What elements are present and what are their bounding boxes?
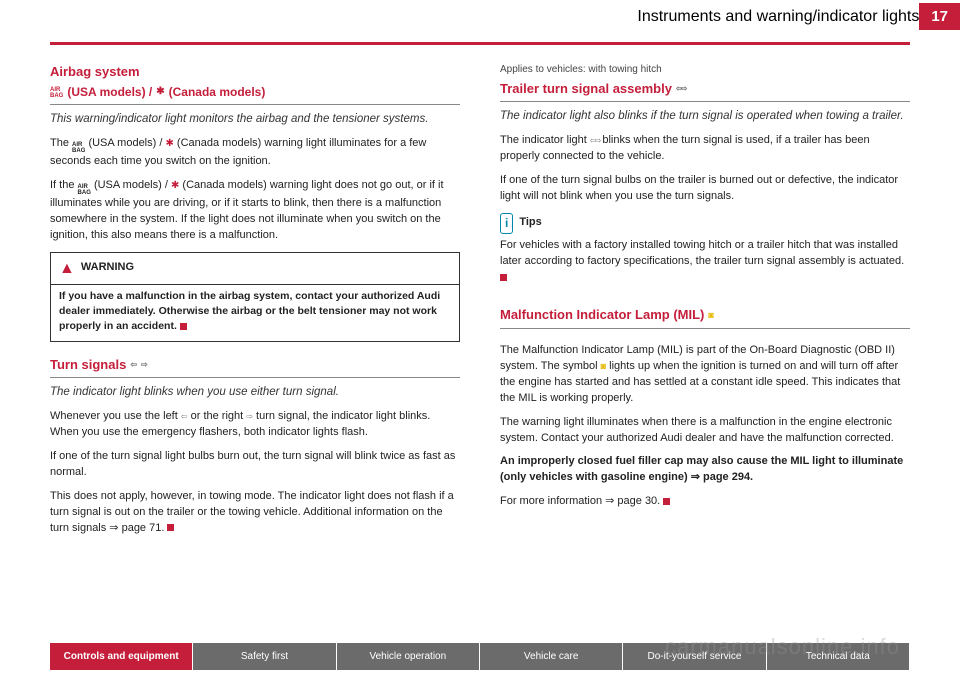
warning-box: ▲ WARNING If you have a malfunction in t… xyxy=(50,252,460,342)
text: If you have a malfunction in the airbag … xyxy=(59,290,440,332)
watermark: carmanualsonline.info xyxy=(665,634,900,660)
text: The indicator light xyxy=(500,134,587,146)
airbag-p2: If the AIRBAG (USA models) / ✱ (Canada m… xyxy=(50,178,460,244)
info-icon: i xyxy=(500,213,513,234)
section-rule xyxy=(50,104,460,105)
footer-tab-care[interactable]: Vehicle care xyxy=(480,643,623,670)
trailer-arrows-icon xyxy=(676,85,685,93)
trailer-title-text: Trailer turn signal assembly xyxy=(500,80,672,99)
text: Whenever you use the left xyxy=(50,410,178,422)
airbag-subtitle: AIRBAG (USA models) / ✱ (Canada models) xyxy=(50,84,460,101)
turn-p2: If one of the turn signal light bulbs bu… xyxy=(50,449,460,481)
airbag-p1: The AIRBAG (USA models) / ✱ (Canada mode… xyxy=(50,136,460,170)
airbag-sub-usa: (USA models) / xyxy=(67,84,152,101)
warning-body: If you have a malfunction in the airbag … xyxy=(51,285,459,341)
text: This does not apply, however, in towing … xyxy=(50,490,454,534)
end-square-icon xyxy=(180,323,187,330)
mil-title: Malfunction Indicator Lamp (MIL) xyxy=(500,306,910,325)
tips-body: For vehicles with a factory installed to… xyxy=(500,238,910,286)
arrow-right-icon xyxy=(246,413,253,421)
section-rule xyxy=(500,101,910,102)
manual-page: Instruments and warning/indicator lights… xyxy=(0,0,960,680)
end-square-icon xyxy=(500,274,507,281)
person-seatbelt-icon: ✱ xyxy=(156,85,164,100)
airbag-sub-can: (Canada models) xyxy=(169,84,266,101)
mil-p4: For more information ⇒ page 30. xyxy=(500,494,910,510)
warning-label: WARNING xyxy=(81,260,134,276)
trailer-title: Trailer turn signal assembly xyxy=(500,80,910,99)
footer-tab-controls[interactable]: Controls and equipment xyxy=(50,643,193,670)
warning-triangle-icon: ▲ xyxy=(59,257,75,280)
airbag-icon: AIRBAG xyxy=(50,87,63,99)
section-rule xyxy=(50,377,460,378)
engine-icon xyxy=(708,311,713,320)
mil-p2: The warning light illuminates when there… xyxy=(500,415,910,447)
text: For more information ⇒ page 30. xyxy=(500,495,660,507)
end-square-icon xyxy=(167,524,174,531)
warning-header: ▲ WARNING xyxy=(51,253,459,285)
text: The xyxy=(50,137,69,149)
mil-title-text: Malfunction Indicator Lamp (MIL) xyxy=(500,306,704,325)
left-column: Airbag system AIRBAG (USA models) / ✱ (C… xyxy=(50,63,460,545)
page-number: 17 xyxy=(919,3,960,30)
arrow-left-icon xyxy=(130,361,137,369)
airbag-lead: This warning/indicator light monitors th… xyxy=(50,111,460,128)
content-columns: Airbag system AIRBAG (USA models) / ✱ (C… xyxy=(0,45,960,545)
mil-p3: An improperly closed fuel filler cap may… xyxy=(500,454,910,486)
mil-p1: The Malfunction Indicator Lamp (MIL) is … xyxy=(500,343,910,407)
turn-title: Turn signals xyxy=(50,356,460,375)
airbag-icon: AIRBAG xyxy=(72,142,85,154)
trailer-p1: The indicator light blinks when the turn… xyxy=(500,133,910,165)
text: (USA models) / xyxy=(88,137,162,149)
arrow-left-icon xyxy=(181,413,188,421)
engine-icon xyxy=(601,362,606,371)
trailer-arrows-icon xyxy=(590,137,599,145)
right-column: Applies to vehicles: with towing hitch T… xyxy=(500,63,910,545)
turn-p3: This does not apply, however, in towing … xyxy=(50,489,460,537)
footer-tab-safety[interactable]: Safety first xyxy=(193,643,336,670)
tips-label: Tips xyxy=(519,215,541,231)
trailer-p2: If one of the turn signal bulbs on the t… xyxy=(500,173,910,205)
turn-p1: Whenever you use the left or the right t… xyxy=(50,409,460,441)
arrow-right-icon xyxy=(141,361,148,369)
applies-note: Applies to vehicles: with towing hitch xyxy=(500,63,910,78)
airbag-icon: AIRBAG xyxy=(78,184,91,196)
footer-tab-operation[interactable]: Vehicle operation xyxy=(337,643,480,670)
text: or the right xyxy=(191,410,244,422)
turn-title-text: Turn signals xyxy=(50,356,126,375)
section-rule xyxy=(500,328,910,329)
tips-header: i Tips xyxy=(500,213,910,234)
turn-lead: The indicator light blinks when you use … xyxy=(50,384,460,401)
header: Instruments and warning/indicator lights… xyxy=(0,0,960,30)
end-square-icon xyxy=(663,498,670,505)
trailer-lead: The indicator light also blinks if the t… xyxy=(500,108,910,125)
person-seatbelt-icon: ✱ xyxy=(171,180,179,191)
header-title: Instruments and warning/indicator lights xyxy=(637,8,919,26)
text: If the xyxy=(50,179,74,191)
text: (USA models) / xyxy=(94,179,168,191)
airbag-title: Airbag system xyxy=(50,63,460,82)
person-seatbelt-icon: ✱ xyxy=(165,138,173,149)
text: For vehicles with a factory installed to… xyxy=(500,239,904,267)
